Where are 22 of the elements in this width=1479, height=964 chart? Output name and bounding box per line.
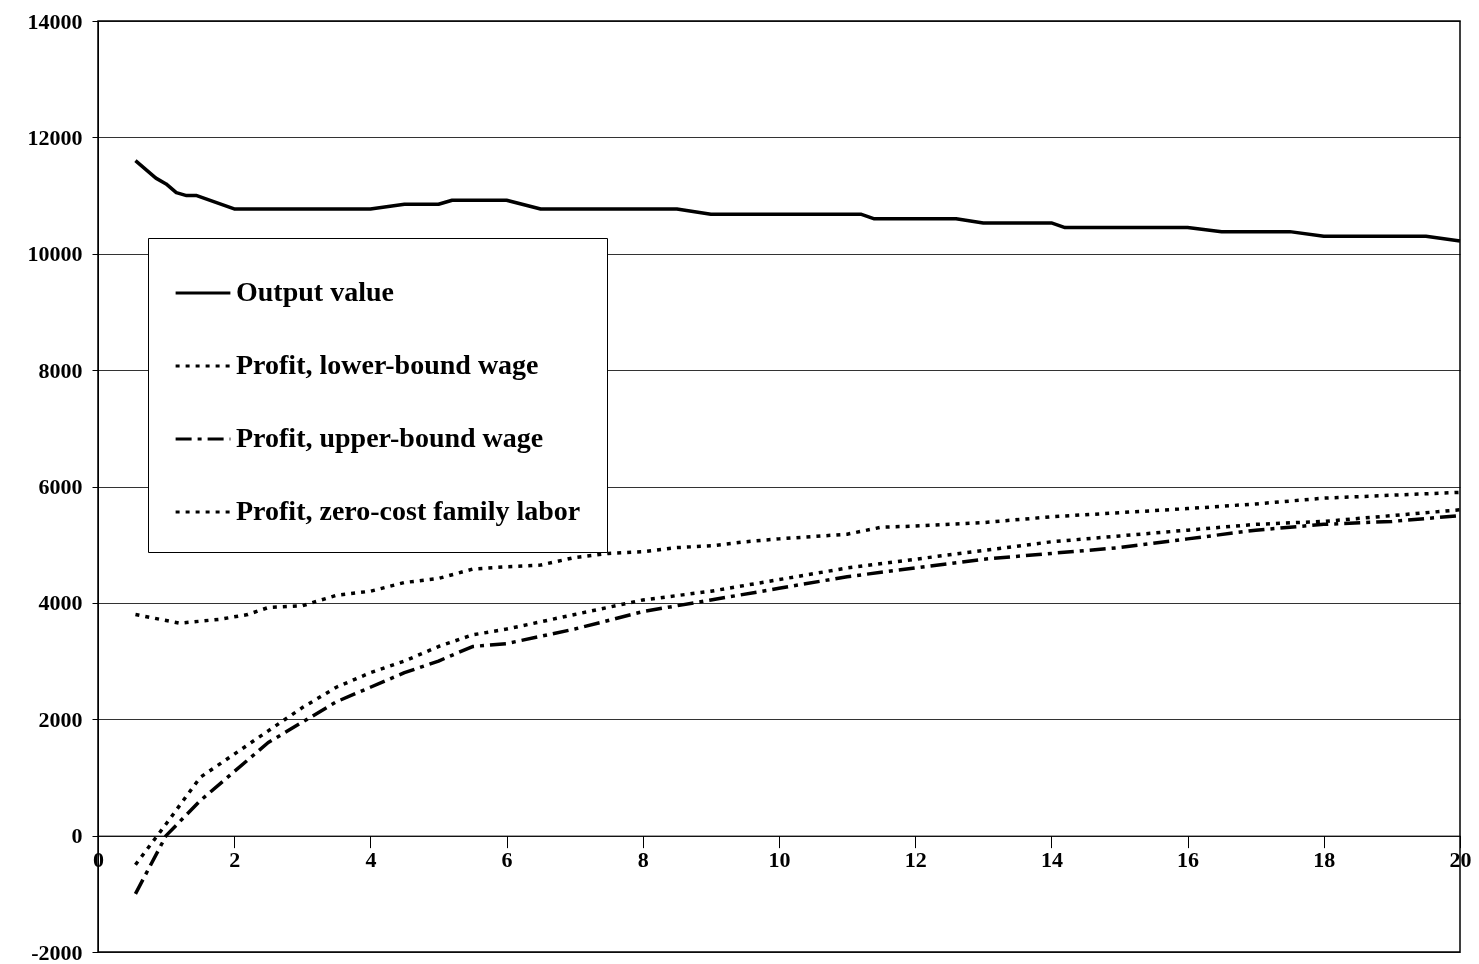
y-tick-label: 8000	[38, 357, 83, 383]
x-tick-label: 16	[1177, 847, 1200, 873]
legend-label: Output value	[236, 276, 394, 307]
x-tick-label: 8	[637, 847, 649, 873]
x-tick-label: 18	[1313, 847, 1336, 873]
legend-label: Profit, upper-bound wage	[236, 422, 544, 453]
x-tick-label: 10	[768, 847, 791, 873]
y-tick-label: 2000	[38, 706, 83, 732]
x-tick-label: 14	[1040, 847, 1063, 873]
x-tick-label: 12	[904, 847, 927, 873]
y-tick-label: 10000	[27, 241, 83, 267]
y-tick-label: -2000	[31, 939, 83, 964]
y-tick-label: 6000	[38, 474, 83, 499]
x-tick-label: 4	[365, 847, 377, 873]
x-tick-label: 6	[501, 847, 513, 873]
y-tick-label: 12000	[27, 124, 83, 150]
y-tick-label: 4000	[38, 590, 83, 616]
legend-label: Profit, lower-bound wage	[236, 349, 539, 380]
y-tick-label: 14000	[27, 8, 83, 34]
y-tick-label: 0	[71, 823, 83, 849]
legend-label: Profit, zero-cost family labor	[236, 495, 581, 526]
x-tick-label: 2	[229, 847, 241, 873]
